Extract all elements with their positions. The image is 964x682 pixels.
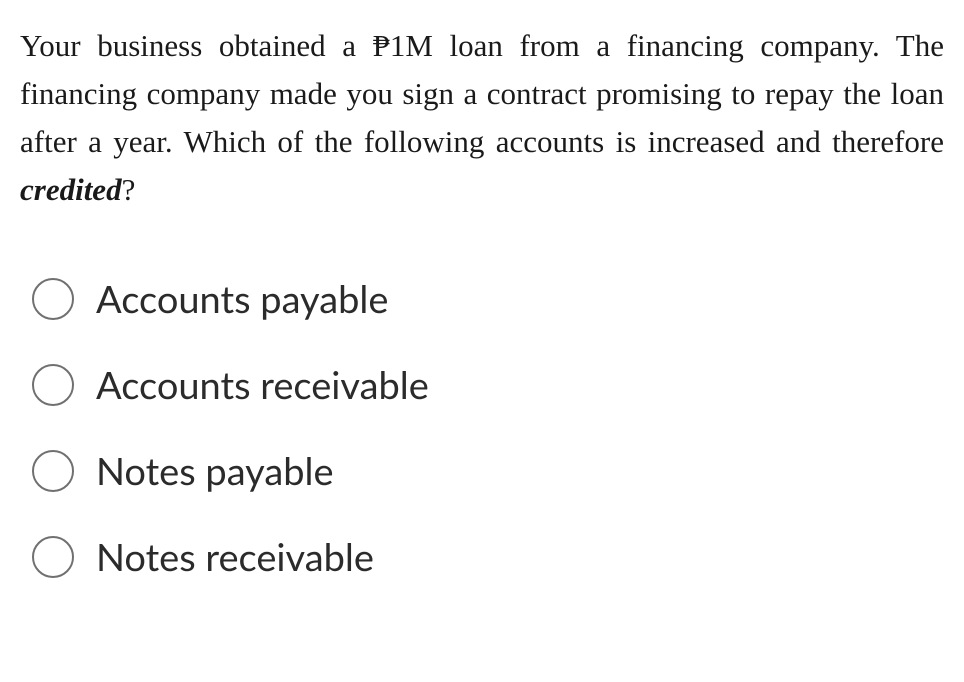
question-emphasis: credited <box>20 172 122 207</box>
question-text: Your business obtained a ₱1M loan from a… <box>20 22 944 214</box>
options-group: Accounts payable Accounts receivable Not… <box>20 276 944 580</box>
option-label: Notes receivable <box>96 534 374 580</box>
question-part2: ? <box>122 172 136 207</box>
option-notes-receivable[interactable]: Notes receivable <box>32 534 944 580</box>
radio-icon[interactable] <box>32 536 74 578</box>
option-accounts-payable[interactable]: Accounts payable <box>32 276 944 322</box>
radio-icon[interactable] <box>32 450 74 492</box>
option-accounts-receivable[interactable]: Accounts receivable <box>32 362 944 408</box>
option-label: Accounts receivable <box>96 362 429 408</box>
option-label: Accounts payable <box>96 276 388 322</box>
question-part1: Your business obtained a ₱1M loan from a… <box>20 28 944 159</box>
option-notes-payable[interactable]: Notes payable <box>32 448 944 494</box>
radio-icon[interactable] <box>32 364 74 406</box>
radio-icon[interactable] <box>32 278 74 320</box>
option-label: Notes payable <box>96 448 334 494</box>
